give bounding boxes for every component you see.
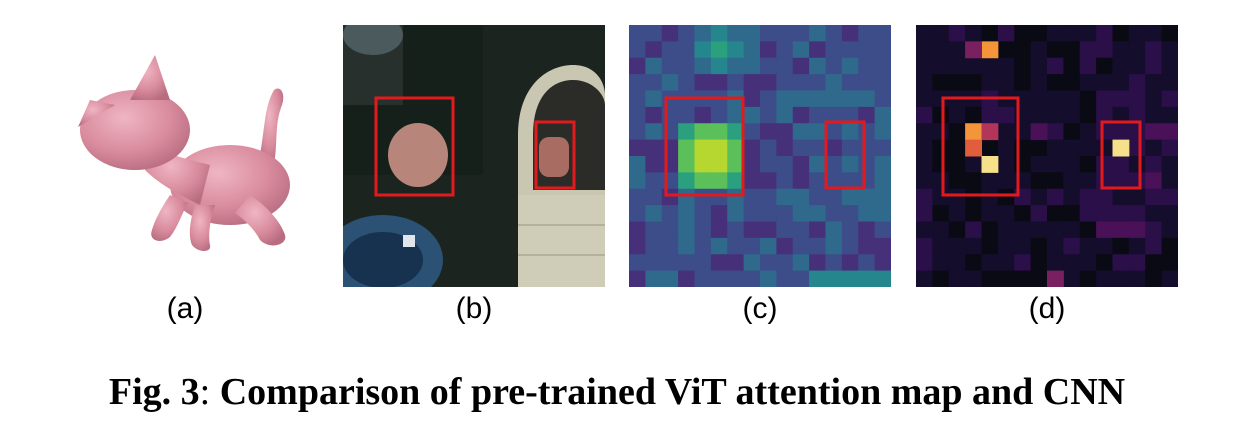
kitten-3d-model [78, 55, 290, 251]
vit-highlight-box-right [824, 120, 866, 190]
input-image-crop [343, 25, 605, 287]
cnn-highlight-box-right [1100, 120, 1142, 190]
panel-a-label: (a) [166, 292, 204, 325]
vit-highlight-box-left [664, 96, 745, 197]
panel-a-kitten-image [60, 45, 310, 260]
panel-d-cnn-feature-map [916, 25, 1178, 287]
vit-attention-heatmap [629, 25, 891, 287]
cnn-highlight-box-left [941, 96, 1020, 197]
panel-b-label: (b) [455, 292, 493, 325]
figure-caption: Fig. 3: Comparison of pre-trained ViT at… [0, 370, 1234, 414]
panel-b-input-image [343, 25, 605, 287]
panel-d-label: (d) [1028, 292, 1066, 325]
cnn-feature-heatmap [916, 25, 1178, 287]
caption-separator: : [199, 371, 211, 413]
panel-c-vit-attention-map [629, 25, 891, 287]
caption-prefix: Fig. 3 [108, 371, 200, 413]
caption-text: Comparison of pre-trained ViT attention … [219, 371, 1126, 413]
panel-c-label: (c) [742, 292, 778, 325]
